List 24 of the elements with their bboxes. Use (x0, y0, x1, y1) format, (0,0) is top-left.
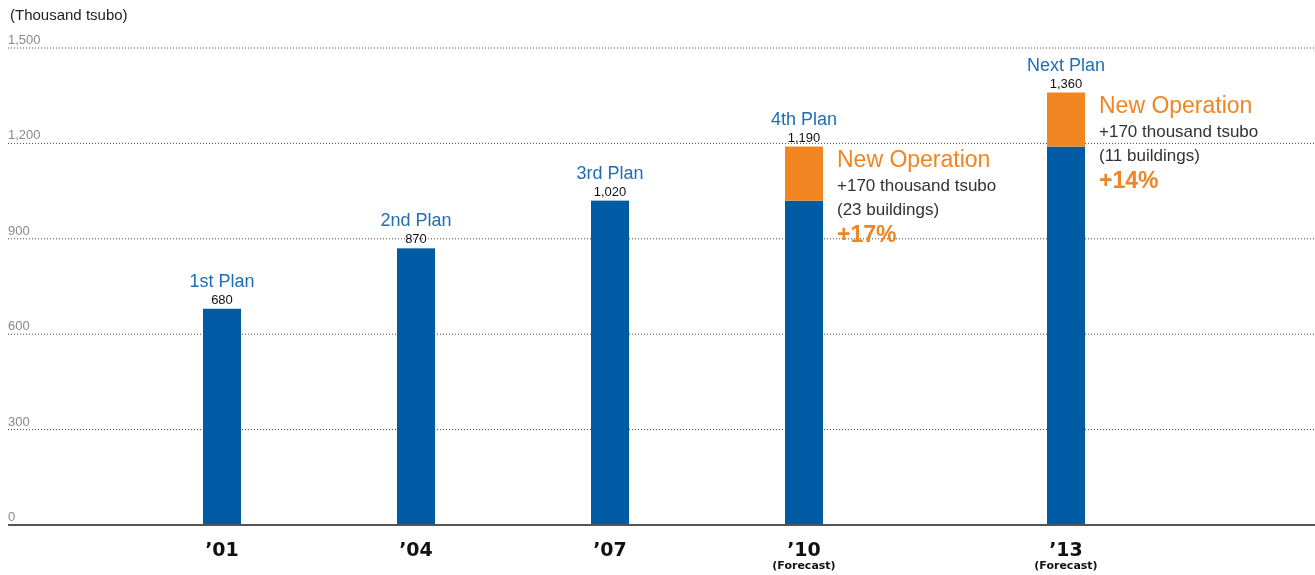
y-tick-label: 1,500 (8, 32, 41, 47)
y-tick-label: 900 (8, 222, 30, 238)
x-tick-label: ’10 (Forecast) (772, 538, 836, 572)
x-tick-label: ’04 (399, 538, 433, 560)
annotation: 1st Plan (189, 270, 255, 291)
y-tick-label: 1,200 (8, 127, 41, 143)
total-label: 1,190 (787, 129, 821, 145)
annotation: 4th Plan (770, 108, 838, 129)
annotation: 3rd Plan (576, 162, 644, 183)
annotation: 2nd Plan (380, 210, 452, 231)
total-label: 1,360 (1049, 75, 1083, 91)
x-tick-label: ’01 (205, 538, 239, 560)
y-tick-label: 0 (8, 509, 16, 524)
x-tick-label: ’07 (593, 538, 627, 560)
total-label: 1,020 (593, 183, 627, 199)
y-tick-label: 300 (8, 413, 30, 429)
total-label: 680 (211, 291, 233, 307)
x-tick-label: ’13 (Forecast) (1034, 538, 1098, 572)
y-axis-title: (Thousand tsubo) (10, 6, 128, 23)
total-label: 870 (405, 231, 427, 247)
annotation: New Operation +170 thousand tsubo (11 buildings) +14% (1099, 91, 1259, 193)
annotation: Next Plan (1026, 54, 1106, 75)
annotation: New Operation +170 thousand tsubo (23 buildings) +17% (837, 145, 997, 247)
y-tick-label: 600 (8, 318, 30, 334)
